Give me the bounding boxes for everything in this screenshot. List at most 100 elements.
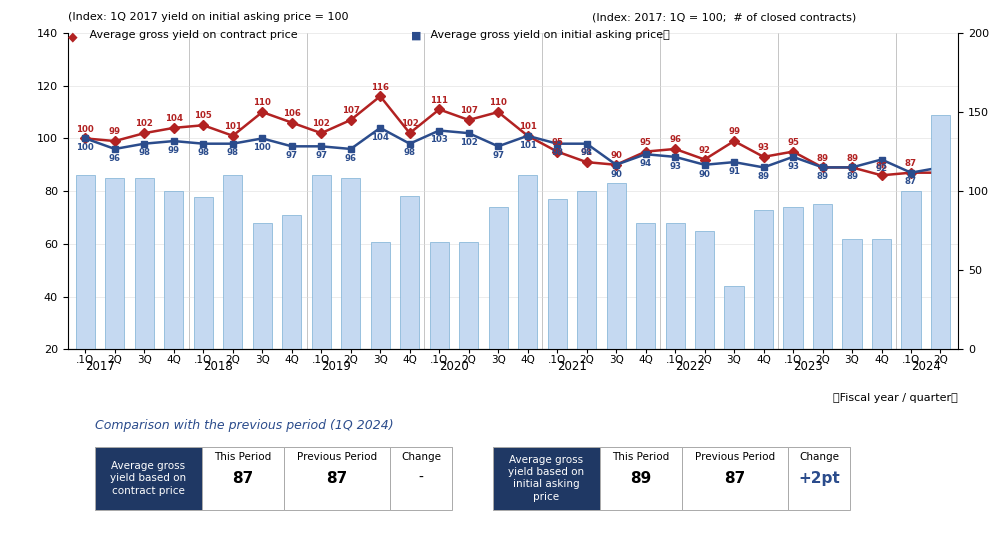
Text: 89: 89 [933,172,945,181]
Text: 99: 99 [728,127,740,136]
Text: 104: 104 [165,114,183,123]
Text: 100: 100 [77,125,94,134]
Text: 95: 95 [639,138,651,147]
Text: 102: 102 [312,119,330,128]
Text: 89: 89 [816,153,828,163]
Bar [390,447,451,510]
Text: 98: 98 [580,148,592,157]
Text: 93: 93 [668,162,681,170]
Text: 89: 89 [816,172,828,181]
Bar [599,447,681,468]
Text: （Fiscal year / quarter）: （Fiscal year / quarter） [833,393,957,403]
Text: 107: 107 [341,106,360,116]
Text: 89: 89 [629,471,651,486]
Text: 99: 99 [108,127,120,136]
Bar [76,175,94,349]
Bar [458,242,478,349]
Bar [400,196,418,349]
Text: 97: 97 [285,151,297,160]
Text: 87: 87 [904,178,916,186]
Text: 101: 101 [224,122,242,131]
Text: 116: 116 [371,82,389,91]
Text: 101: 101 [518,140,536,150]
Bar [842,239,861,349]
Bar [724,286,743,349]
Text: 102: 102 [135,119,153,128]
Text: 101: 101 [518,122,536,131]
Text: Average gross
yield based on
initial asking
price: Average gross yield based on initial ask… [508,455,583,502]
Text: 97: 97 [315,151,327,160]
Text: 104: 104 [371,133,389,141]
Text: 2017: 2017 [85,360,115,373]
Text: 87: 87 [933,159,945,168]
Text: 95: 95 [551,138,563,147]
Text: 2023: 2023 [792,360,822,373]
Text: 86: 86 [875,162,887,170]
Bar [901,191,919,349]
Text: Average gross
yield based on
contract price: Average gross yield based on contract pr… [110,461,186,496]
Text: 93: 93 [756,143,768,152]
Text: 102: 102 [459,138,477,147]
Bar [202,447,283,510]
Text: Average gross yield on contract price: Average gross yield on contract price [85,30,297,40]
Text: (Index: 1Q 2017 yield on initial asking price = 100: (Index: 1Q 2017 yield on initial asking … [68,12,348,22]
Text: 89: 89 [845,153,857,163]
Bar [930,116,949,349]
Text: 98: 98 [197,148,209,157]
Bar [194,197,213,349]
Bar [782,207,802,349]
Text: 87: 87 [326,471,347,486]
Text: 110: 110 [253,98,271,107]
Bar [492,447,599,468]
Bar [282,215,301,349]
Text: 105: 105 [194,112,212,120]
Bar [390,447,451,468]
Text: (Index: 2017: 1Q = 100;  # of closed contracts): (Index: 2017: 1Q = 100; # of closed cont… [591,12,856,22]
Text: 102: 102 [401,119,418,128]
Text: 99: 99 [168,146,180,155]
Text: Average gross yield on initial asking price）: Average gross yield on initial asking pr… [426,30,669,40]
Bar [429,242,448,349]
Text: Previous Period: Previous Period [296,452,377,462]
Text: 2022: 2022 [674,360,705,373]
Text: 94: 94 [639,159,651,168]
Text: 2020: 2020 [438,360,468,373]
Bar [787,447,849,510]
Text: 110: 110 [489,98,507,107]
Text: 107: 107 [459,106,477,116]
Text: Change: Change [401,452,440,462]
Bar [371,242,390,349]
Bar [787,447,849,468]
Bar [283,447,390,468]
Bar [547,199,567,349]
Text: 90: 90 [609,169,621,179]
Bar [695,230,714,349]
Text: 98: 98 [227,148,239,157]
Bar [665,223,684,349]
Text: 87: 87 [232,471,253,486]
Text: 98: 98 [404,148,415,157]
Text: 98: 98 [551,148,563,157]
Bar [94,447,202,510]
Text: 92: 92 [698,146,710,155]
Text: +2pt: +2pt [797,471,839,486]
Text: 100: 100 [77,143,94,152]
Text: 90: 90 [609,151,621,160]
Text: This Period: This Period [214,452,271,462]
Bar [311,175,330,349]
Bar [599,447,681,510]
Text: Change: Change [798,452,838,462]
Bar [606,183,625,349]
Text: 2021: 2021 [557,360,586,373]
Text: -: - [418,471,422,485]
Text: ■: ■ [411,30,421,40]
Text: 89: 89 [845,172,857,181]
Bar [812,204,831,349]
Text: 2019: 2019 [321,360,351,373]
Bar [164,191,183,349]
Text: 111: 111 [429,96,447,104]
Bar [341,178,360,349]
Bar [134,178,154,349]
Bar [283,447,390,510]
Bar [871,239,891,349]
